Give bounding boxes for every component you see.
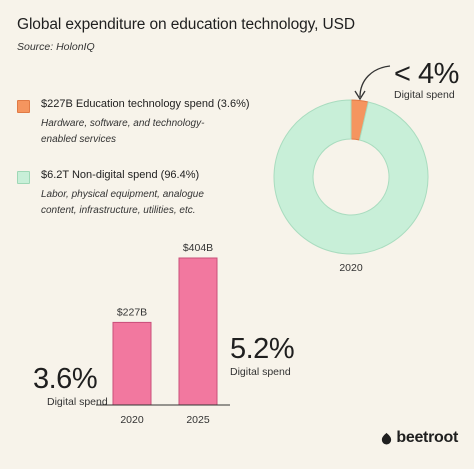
donut-year-label: 2020 — [339, 262, 363, 274]
brand-logo: beetroot — [380, 429, 458, 447]
bar-2020 — [112, 321, 152, 406]
legend-desc-nondigital: Labor, physical equipment, analogue cont… — [41, 189, 204, 216]
callout-arrow — [359, 65, 391, 98]
chart-title: Global expenditure on education technolo… — [17, 16, 355, 33]
donut-chart — [273, 99, 429, 255]
bar-left-pct: 3.6% — [33, 363, 98, 395]
legend-desc-edtech: Hardware, software, and technology-enabl… — [41, 118, 205, 145]
beetroot-logo-icon — [382, 432, 392, 445]
donut-callout-pct: < 4% — [394, 58, 459, 90]
bar-left-label: Digital spend — [47, 396, 108, 408]
bar-data-label-2025: $404B — [183, 242, 213, 254]
bar-data-label-2020: $227B — [117, 306, 147, 318]
legend-swatch-edtech — [17, 100, 30, 113]
bar-2025 — [178, 257, 218, 406]
bar-chart: $227B 2020 $404B 2025 — [112, 242, 218, 426]
donut-callout-label: Digital spend — [394, 89, 455, 101]
brand-name: beetroot — [396, 429, 458, 446]
x-tick-label-2025: 2025 — [186, 414, 210, 426]
x-tick-label-2020: 2020 — [120, 414, 144, 426]
callout-arrowhead — [354, 90, 366, 101]
bar-right-label: Digital spend — [230, 366, 291, 378]
chart-source: Source: HolonIQ — [17, 41, 95, 53]
bar-right-pct: 5.2% — [230, 333, 295, 365]
legend-swatch-nondigital — [17, 171, 30, 184]
legend-label-edtech: $227B Education technology spend (3.6%) — [41, 98, 250, 110]
legend-label-nondigital: $6.2T Non-digital spend (96.4%) — [41, 169, 200, 181]
donut-slice-nondigital — [273, 99, 429, 255]
